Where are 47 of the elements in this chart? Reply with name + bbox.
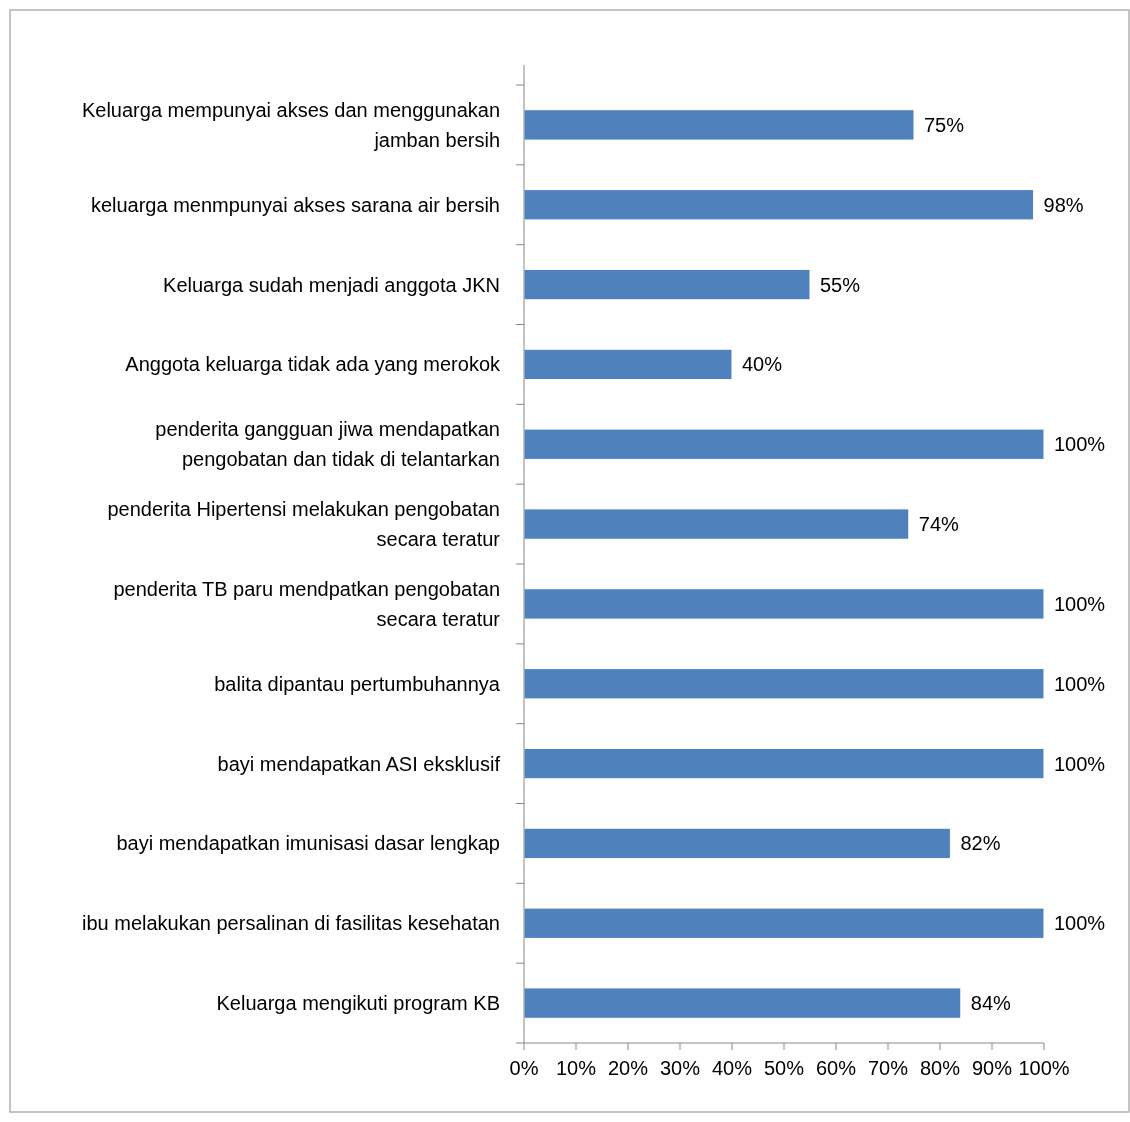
bar [523, 907, 1045, 939]
y-tick-label: Keluarga sudah menjadi anggota JKN [163, 273, 500, 296]
y-tick-label: ibu melakukan persalinan di fasilitas kesehatan [81, 912, 500, 935]
data-label: 74% [918, 513, 960, 536]
x-tick-label: 80% [919, 1057, 961, 1079]
y-tick-label: penderita TB paru mendpatkan pengobatan secara teratur [113, 577, 501, 630]
x-tick-label: 0% [509, 1057, 539, 1079]
data-label: 84% [970, 992, 1012, 1015]
data-label: 100% [1054, 752, 1106, 775]
y-tick-label: Keluarga mengikuti program KB [216, 992, 500, 1015]
y-tick-label: Anggota keluarga tidak ada yang merokok [125, 353, 501, 376]
bar [523, 668, 1045, 700]
y-tick-label: balita dipantau pertumbuhannya [214, 672, 501, 695]
data-label: 100% [1054, 912, 1106, 935]
bar [523, 348, 733, 381]
x-tick-label: 60% [815, 1057, 857, 1079]
x-tick-label: 10% [555, 1057, 597, 1079]
bar [523, 428, 1045, 460]
x-tick-label: 100% [1018, 1057, 1070, 1079]
data-label: 82% [960, 832, 1001, 855]
x-tick-label: 30% [659, 1057, 701, 1079]
bar [523, 588, 1045, 620]
bar [523, 268, 811, 301]
y-tick-label: keluarga menmpunyai akses sarana air bersih [90, 193, 500, 216]
x-tick-label: 70% [867, 1057, 909, 1079]
x-tick-label: 20% [607, 1057, 649, 1079]
x-tick-label: 50% [763, 1057, 805, 1079]
bar [523, 827, 951, 860]
data-label: 100% [1054, 433, 1106, 456]
data-label: 100% [1054, 672, 1106, 695]
x-tick-label: 90% [971, 1057, 1013, 1079]
y-tick-label: Keluarga mempunyai akses dan menggunakan jamban bersih [81, 98, 500, 151]
x-tick-label: 40% [711, 1057, 753, 1079]
bar [523, 987, 962, 1019]
bar [523, 109, 915, 141]
data-label: 55% [820, 273, 861, 296]
data-label: 100% [1054, 592, 1106, 615]
data-label: 40% [742, 353, 783, 376]
bar [523, 189, 1035, 221]
y-tick-label: bayi mendapatkan imunisasi dasar lengkap [116, 832, 500, 855]
data-label: 98% [1043, 193, 1084, 216]
y-tick-label: bayi mendapatkan ASI eksklusif [217, 752, 501, 775]
data-label: 75% [924, 113, 965, 136]
bar [523, 508, 910, 540]
y-tick-label: penderita Hipertensi melakukan pengobatan secara teratur [107, 498, 501, 551]
y-tick-label: penderita gangguan jiwa mendapatkan pengobatan dan tidak di telantarkan [155, 418, 500, 471]
bar [523, 747, 1045, 780]
